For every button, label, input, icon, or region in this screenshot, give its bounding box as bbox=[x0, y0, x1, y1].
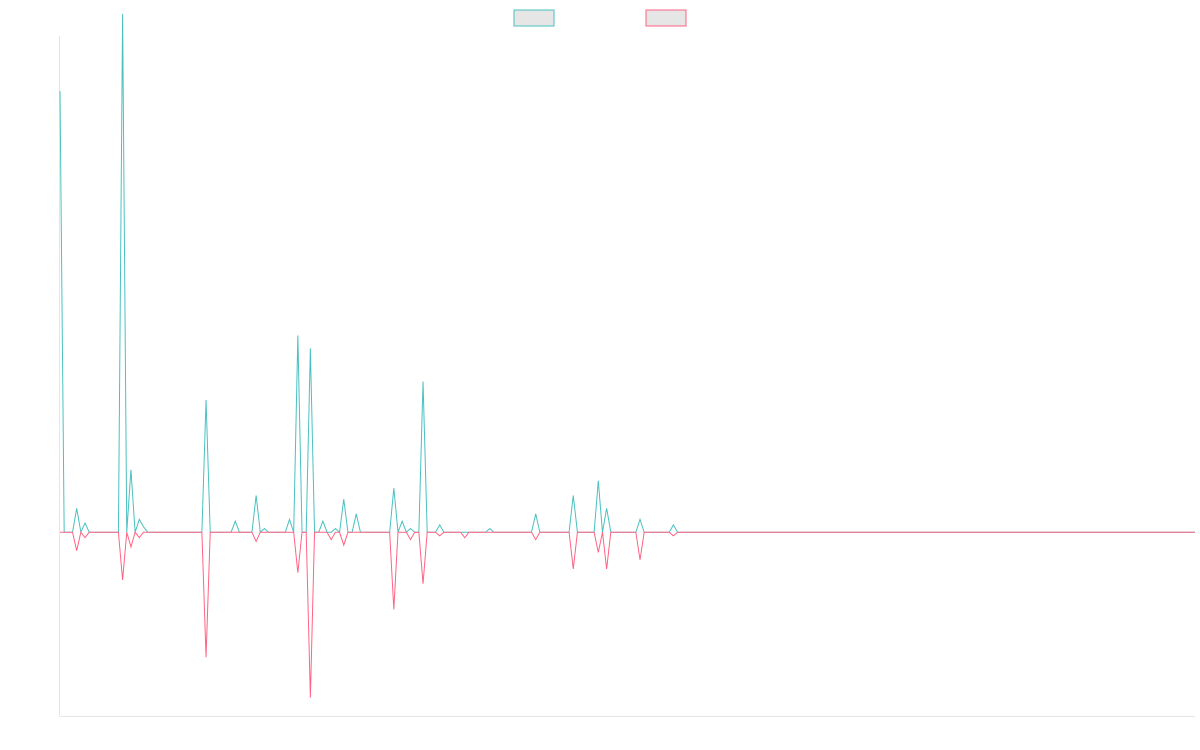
legend bbox=[513, 9, 687, 27]
series-line-1 bbox=[59, 13, 1195, 534]
series-line-2 bbox=[60, 531, 1195, 698]
series-layer bbox=[59, 13, 1195, 698]
legend-swatch-1[interactable] bbox=[513, 9, 555, 27]
legend-swatch-2[interactable] bbox=[645, 9, 687, 27]
